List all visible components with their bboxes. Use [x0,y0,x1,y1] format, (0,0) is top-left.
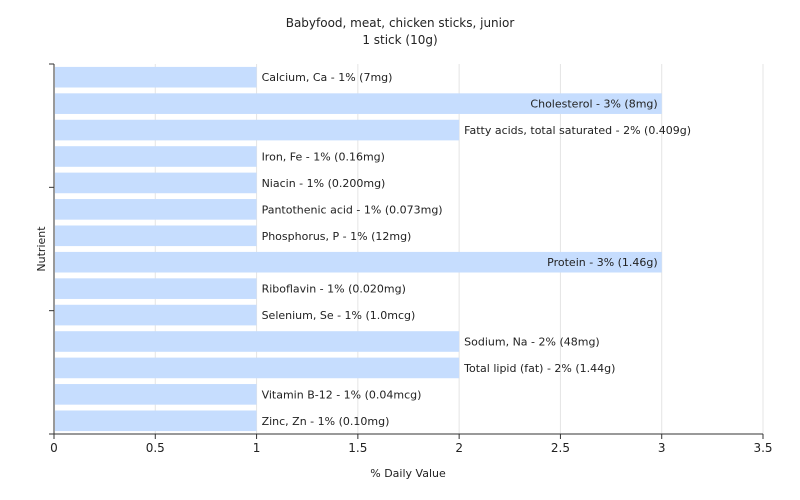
x-tick-label: 3.5 [753,441,772,455]
y-axis-label: Nutrient [35,226,48,272]
data-label: Cholesterol - 3% (8mg) [530,98,657,111]
bar [55,119,460,141]
bar [55,225,257,247]
bar [55,331,460,352]
x-tick-label: 1 [253,441,261,455]
bar [55,410,257,432]
x-tick-label: 1.5 [348,441,367,455]
x-tick-label: 2 [455,441,463,455]
x-tick-labels: 0 0.5 1 1.5 2 2.5 3 3.5 [50,441,772,455]
bar [55,357,460,379]
data-label: Vitamin B-12 - 1% (0.04mcg) [262,388,422,401]
chart-title: Babyfood, meat, chicken sticks, junior [286,16,515,30]
data-labels: Calcium, Ca - 1% (7mg) Cholesterol - 3% (… [262,71,692,428]
data-label: Iron, Fe - 1% (0.16mg) [262,151,385,164]
axes [49,63,764,439]
data-label: Pantothenic acid - 1% (0.073mg) [262,203,443,216]
data-label: Zinc, Zn - 1% (0.10mg) [262,415,390,428]
grid-lines [154,64,764,434]
bars [55,66,662,432]
bar [55,172,257,194]
x-tick-label: 3 [658,441,666,455]
bar [55,251,662,273]
bar [55,384,257,405]
data-label: Total lipid (fat) - 2% (1.44g) [463,362,615,375]
data-label: Phosphorus, P - 1% (12mg) [262,230,412,243]
bar [55,146,257,167]
x-tick-label: 0 [50,441,58,455]
data-label: Sodium, Na - 2% (48mg) [464,336,600,349]
data-label: Selenium, Se - 1% (1.0mcg) [262,309,416,322]
data-label: Riboflavin - 1% (0.020mg) [262,283,406,296]
data-label: Fatty acids, total saturated - 2% (0.409… [464,124,691,137]
chart-subtitle: 1 stick (10g) [362,33,437,47]
data-label: Calcium, Ca - 1% (7mg) [262,71,393,84]
bar [55,304,257,326]
x-tick-label: 0.5 [146,441,165,455]
bar [55,93,662,114]
bar [55,278,257,299]
data-label: Protein - 3% (1.46g) [547,256,658,269]
x-axis-label: % Daily Value [370,467,446,480]
bar [55,66,257,88]
data-label: Niacin - 1% (0.200mg) [262,177,386,190]
x-tick-label: 2.5 [551,441,570,455]
bar [55,199,257,220]
